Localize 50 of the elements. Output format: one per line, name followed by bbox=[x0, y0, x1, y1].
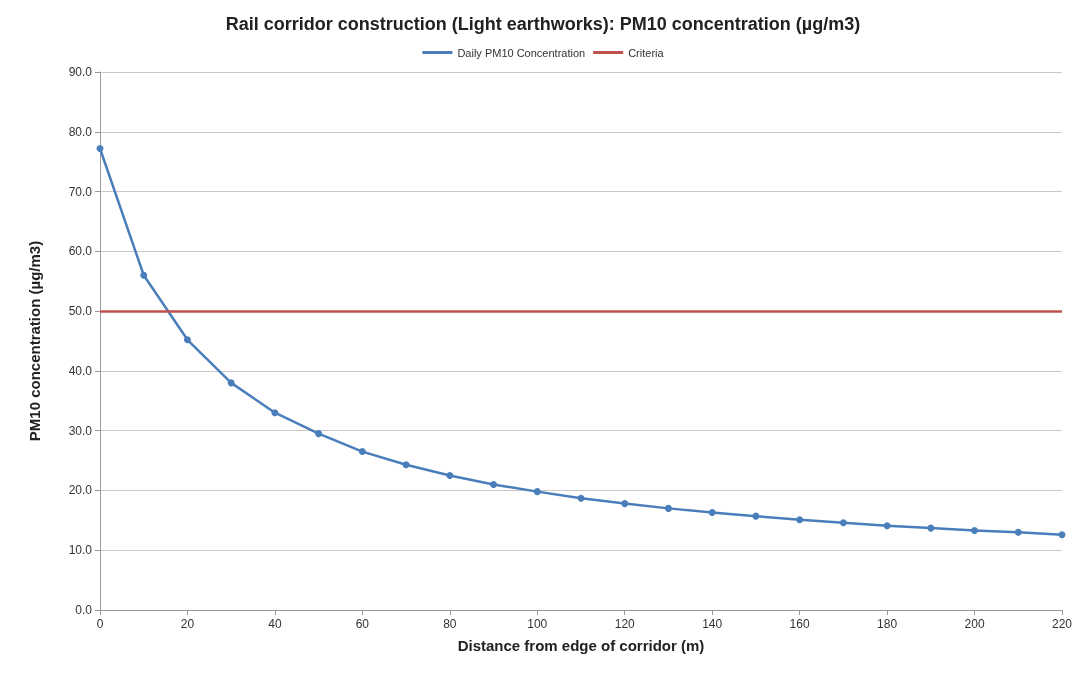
point bbox=[315, 430, 323, 438]
y-tick-label: 10.0 bbox=[68, 543, 93, 558]
legend-label: Criteria bbox=[628, 46, 665, 59]
y-tick-label: 90.0 bbox=[68, 65, 93, 79]
point bbox=[927, 524, 935, 532]
y-tick-label: 50.0 bbox=[68, 304, 93, 319]
chart-title: Rail corridor construction (Light earthworks): PM10 concentration (µg/m3) bbox=[225, 14, 861, 34]
y-tick-label: 20.0 bbox=[68, 483, 93, 498]
point bbox=[621, 500, 629, 508]
y-tick-label: 80.0 bbox=[68, 124, 93, 139]
x-tick-label: 220 bbox=[1051, 617, 1073, 631]
x-tick-label: 0 bbox=[96, 617, 104, 631]
x-axis-title: Distance from edge of corridor (m) bbox=[457, 637, 705, 654]
x-tick-label: 160 bbox=[789, 617, 810, 631]
x-tick-label: 140 bbox=[702, 617, 723, 631]
y-tick-label: 0.0 bbox=[75, 603, 93, 617]
y-tick-label: 30.0 bbox=[68, 423, 93, 438]
point bbox=[708, 509, 716, 517]
x-tick-label: 60 bbox=[355, 617, 370, 631]
x-tick-label: 100 bbox=[527, 617, 548, 631]
point bbox=[1014, 528, 1022, 536]
x-tick-label: 20 bbox=[180, 617, 195, 631]
point bbox=[358, 448, 366, 456]
x-tick-label: 120 bbox=[614, 617, 636, 631]
point bbox=[883, 522, 891, 530]
y-axis-title: PM10 concentration (µg/m3) bbox=[26, 240, 43, 442]
x-tick-label: 200 bbox=[964, 617, 985, 631]
point bbox=[402, 461, 410, 469]
point bbox=[490, 480, 498, 488]
point bbox=[664, 504, 672, 512]
point bbox=[227, 379, 235, 387]
x-tick-label: 180 bbox=[877, 617, 898, 631]
point bbox=[446, 472, 454, 479]
point bbox=[752, 512, 760, 520]
point bbox=[971, 527, 979, 534]
point bbox=[796, 516, 804, 524]
y-tick-label: 60.0 bbox=[68, 244, 93, 259]
x-tick-label: 80 bbox=[443, 617, 457, 631]
point bbox=[533, 488, 541, 496]
legend-label: Daily PM10 Concentration bbox=[457, 46, 586, 59]
point bbox=[1058, 531, 1066, 539]
point bbox=[271, 409, 279, 417]
point bbox=[183, 336, 191, 344]
point bbox=[839, 519, 847, 527]
point bbox=[140, 271, 148, 279]
point bbox=[96, 145, 104, 153]
y-tick-label: 70.0 bbox=[68, 184, 93, 199]
y-tick-label: 40.0 bbox=[68, 363, 93, 378]
point bbox=[577, 494, 585, 502]
x-tick-label: 40 bbox=[268, 617, 282, 631]
